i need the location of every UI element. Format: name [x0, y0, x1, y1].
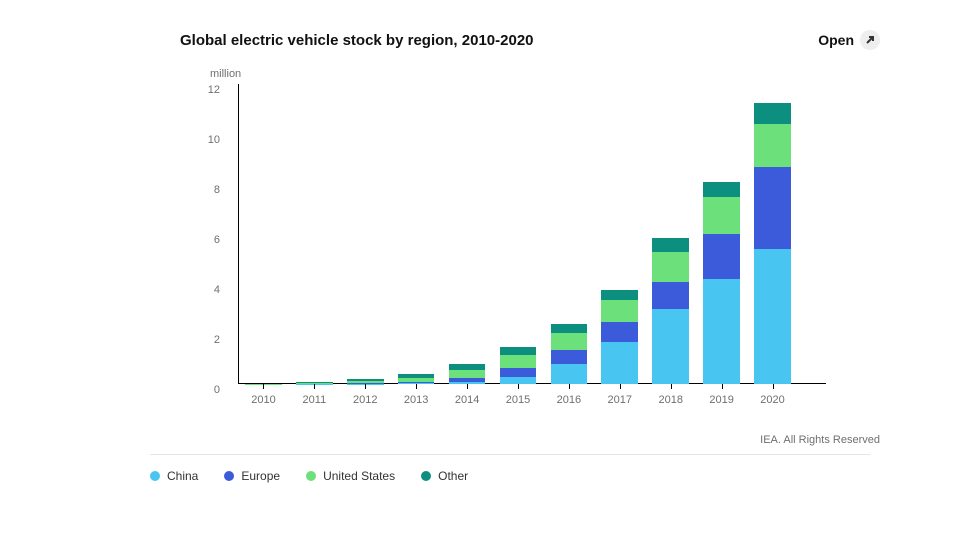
x-tick-label: 2014	[455, 394, 479, 406]
segment-china	[601, 342, 638, 385]
x-tick	[671, 384, 672, 389]
legend-label: Europe	[241, 469, 280, 483]
segment-us	[500, 355, 537, 368]
y-axis-unit: million	[210, 68, 880, 80]
segment-other	[551, 324, 588, 333]
segment-us	[601, 300, 638, 321]
x-tick-label: 2011	[303, 394, 327, 406]
x-tick-label: 2017	[608, 394, 632, 406]
x-tick	[365, 384, 366, 389]
y-tick-label: 10	[200, 134, 220, 146]
y-tick-label: 8	[200, 184, 220, 196]
segment-china	[652, 309, 689, 384]
credit-text: IEA. All Rights Reserved	[180, 434, 880, 446]
segment-other	[703, 182, 740, 197]
x-tick-label: 2019	[709, 394, 733, 406]
x-tick	[620, 384, 621, 389]
bar-stack	[652, 238, 689, 384]
legend-item-us[interactable]: United States	[306, 469, 395, 483]
x-tick-label: 2015	[506, 394, 530, 406]
bar-2018: 2018	[645, 84, 696, 384]
legend-swatch	[224, 471, 234, 481]
segment-europe	[500, 368, 537, 377]
x-tick	[518, 384, 519, 389]
segment-china	[500, 377, 537, 385]
chart-plot: 0246810122010201120122013201420152016201…	[210, 84, 880, 384]
bar-stack	[601, 290, 638, 384]
legend-label: Other	[438, 469, 468, 483]
x-tick-label: 2016	[557, 394, 581, 406]
x-tick	[416, 384, 417, 389]
segment-us	[652, 252, 689, 282]
bar-stack	[500, 347, 537, 385]
segment-us	[449, 370, 486, 378]
x-tick	[263, 384, 264, 389]
segment-europe	[703, 234, 740, 279]
chart-title: Global electric vehicle stock by region,…	[180, 32, 534, 49]
x-tick	[569, 384, 570, 389]
y-tick-label: 12	[200, 84, 220, 96]
y-tick-label: 2	[200, 334, 220, 346]
legend-item-china[interactable]: China	[150, 469, 198, 483]
bar-stack	[754, 103, 791, 384]
segment-china	[703, 279, 740, 384]
x-tick-label: 2013	[404, 394, 428, 406]
segment-europe	[652, 282, 689, 310]
x-tick	[467, 384, 468, 389]
y-tick-label: 6	[200, 234, 220, 246]
x-tick-label: 2010	[251, 394, 275, 406]
segment-other	[500, 347, 537, 356]
open-label: Open	[818, 32, 854, 48]
segment-europe	[551, 350, 588, 364]
segment-other	[754, 103, 791, 124]
x-tick-label: 2020	[760, 394, 784, 406]
segment-us	[551, 333, 588, 351]
bars-area: 2010201120122013201420152016201720182019…	[238, 84, 798, 384]
bar-stack	[703, 182, 740, 385]
bar-2010: 2010	[238, 84, 289, 384]
x-tick	[773, 384, 774, 389]
legend-swatch	[421, 471, 431, 481]
segment-china	[754, 249, 791, 384]
segment-china	[551, 364, 588, 384]
expand-icon	[860, 30, 880, 50]
bar-2020: 2020	[747, 84, 798, 384]
bar-2014: 2014	[442, 84, 493, 384]
legend-item-europe[interactable]: Europe	[224, 469, 280, 483]
bar-stack	[398, 374, 435, 384]
x-tick	[722, 384, 723, 389]
segment-europe	[601, 322, 638, 342]
legend-label: United States	[323, 469, 395, 483]
legend-swatch	[150, 471, 160, 481]
segment-europe	[754, 167, 791, 250]
legend: China Europe United States Other	[150, 469, 880, 483]
bar-2015: 2015	[493, 84, 544, 384]
bar-2017: 2017	[594, 84, 645, 384]
bar-2019: 2019	[696, 84, 747, 384]
open-button[interactable]: Open	[818, 30, 880, 50]
bar-stack	[449, 364, 486, 384]
x-tick-label: 2012	[353, 394, 377, 406]
segment-us	[754, 124, 791, 167]
y-tick-label: 4	[200, 284, 220, 296]
bar-stack	[551, 324, 588, 384]
segment-us	[703, 197, 740, 235]
segment-other	[652, 238, 689, 252]
legend-item-other[interactable]: Other	[421, 469, 468, 483]
bar-2012: 2012	[340, 84, 391, 384]
x-tick	[314, 384, 315, 389]
divider	[150, 454, 870, 455]
y-tick-label: 0	[200, 384, 220, 396]
bar-2011: 2011	[289, 84, 340, 384]
x-tick-label: 2018	[658, 394, 682, 406]
legend-label: China	[167, 469, 198, 483]
bar-2016: 2016	[543, 84, 594, 384]
bar-2013: 2013	[391, 84, 442, 384]
segment-other	[601, 290, 638, 300]
legend-swatch	[306, 471, 316, 481]
